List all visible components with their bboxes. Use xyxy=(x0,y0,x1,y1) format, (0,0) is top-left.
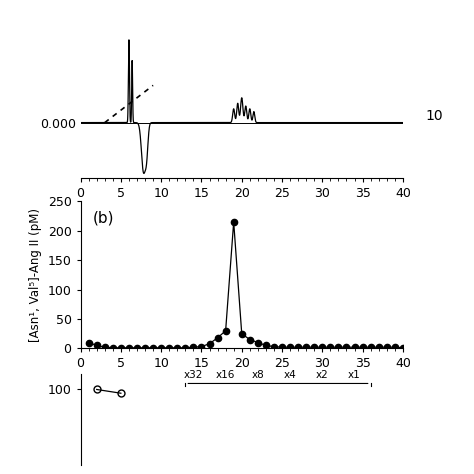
Text: x16: x16 xyxy=(216,371,235,381)
Text: 10: 10 xyxy=(426,109,443,123)
Text: x1: x1 xyxy=(348,371,361,381)
X-axis label: Time (min): Time (min) xyxy=(197,205,287,223)
Y-axis label: [Asn¹, Val⁵]-Ang II (pM): [Asn¹, Val⁵]-Ang II (pM) xyxy=(29,208,42,342)
Text: x2: x2 xyxy=(316,371,328,381)
X-axis label: Fraction number: Fraction number xyxy=(164,376,319,394)
Text: x8: x8 xyxy=(252,371,264,381)
Text: (b): (b) xyxy=(93,210,114,225)
Text: x4: x4 xyxy=(284,371,296,381)
Text: x32: x32 xyxy=(184,371,203,381)
